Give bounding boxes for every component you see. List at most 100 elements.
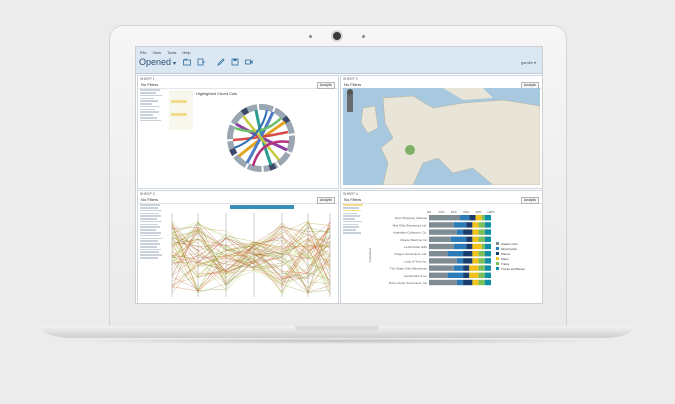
bar-segment[interactable] <box>484 258 491 264</box>
parallel-coordinates[interactable] <box>168 211 334 299</box>
menu-tools[interactable]: Tools <box>167 50 177 55</box>
parallel-line <box>171 242 331 295</box>
bar-segment[interactable] <box>429 243 454 250</box>
analytic-select[interactable]: Analytic <box>521 197 539 204</box>
parallel-line <box>171 226 331 291</box>
field-tree[interactable] <box>140 203 164 301</box>
bar-segment[interactable] <box>469 215 476 221</box>
field-list[interactable] <box>169 90 193 130</box>
bar-segment[interactable] <box>466 222 473 228</box>
europe-map[interactable] <box>343 88 540 185</box>
bar-segment[interactable] <box>484 229 491 235</box>
stacked-bar-chart[interactable]: 0% 20% 40% 60% 80% 100% Customers Euro Shopping… <box>367 207 539 299</box>
bar-segment[interactable] <box>484 243 491 250</box>
parallel-line <box>171 229 331 282</box>
bar-segment[interactable] <box>453 265 464 271</box>
bar-segment[interactable] <box>478 222 485 228</box>
export-icon[interactable] <box>197 58 205 66</box>
bar-segment[interactable] <box>429 222 454 228</box>
bar-segment[interactable] <box>429 265 454 271</box>
parallel-line <box>171 226 331 292</box>
bar-segment[interactable] <box>429 229 457 235</box>
bar-segment[interactable] <box>472 229 479 235</box>
bar-segment[interactable] <box>429 279 457 286</box>
bar-segment[interactable] <box>478 251 485 257</box>
analytic-select[interactable]: Analytic <box>317 197 335 204</box>
filter-label[interactable]: No Filters <box>344 197 362 202</box>
dashboard-title: Opened <box>139 57 172 67</box>
bar-segment[interactable] <box>429 258 457 264</box>
bar-segment[interactable] <box>481 243 485 250</box>
bar-segment[interactable] <box>469 272 479 278</box>
bar-segment[interactable] <box>453 243 467 250</box>
bar-segment[interactable] <box>450 236 467 242</box>
bar-segment[interactable] <box>447 251 464 257</box>
field-tree[interactable] <box>343 203 365 301</box>
pencil-icon[interactable] <box>217 58 225 66</box>
bar-segment[interactable] <box>460 215 470 221</box>
bar-segment[interactable] <box>478 279 485 286</box>
panel-title: SHEEP 3 <box>140 192 155 196</box>
bar-segment[interactable] <box>478 265 485 271</box>
bar-segment[interactable] <box>484 236 491 242</box>
selected-field[interactable] <box>171 113 187 116</box>
menu-bar: File View Tools Help <box>140 50 191 55</box>
bar-segment[interactable] <box>463 258 473 264</box>
bar-segment[interactable] <box>484 272 491 278</box>
menu-view[interactable]: View <box>152 50 162 55</box>
bar-segment[interactable] <box>472 251 479 257</box>
opened-dropdown[interactable]: Opened ▾ <box>139 57 176 67</box>
bar-segment[interactable] <box>478 229 485 235</box>
bar-segment[interactable] <box>466 243 473 250</box>
bar-segment[interactable] <box>484 222 491 228</box>
bar-segment[interactable] <box>456 279 464 286</box>
legend-item: Trucks and Buses <box>501 267 525 271</box>
menu-file[interactable]: File <box>140 50 147 55</box>
analytic-select[interactable]: Analytic <box>317 82 335 89</box>
bar-segment[interactable] <box>478 236 485 242</box>
chord-diagram[interactable] <box>224 96 298 180</box>
bar-segment[interactable] <box>453 222 467 228</box>
bar-segment[interactable] <box>484 215 491 221</box>
bar-segment[interactable] <box>478 258 485 264</box>
user-menu[interactable]: gsmith ▾ <box>521 60 536 65</box>
bar-segment[interactable] <box>463 251 473 257</box>
bar-segment[interactable] <box>447 272 464 278</box>
bar-segment[interactable] <box>429 236 451 242</box>
bar-segment[interactable] <box>484 279 491 286</box>
x-tick-label: 20% <box>438 210 444 214</box>
new-folder-icon[interactable] <box>183 58 191 66</box>
bar-segment[interactable] <box>429 251 448 257</box>
bar-segment[interactable] <box>469 265 479 271</box>
legend-swatch <box>496 267 499 270</box>
bar-segment[interactable] <box>484 265 491 271</box>
bar-segment[interactable] <box>484 251 491 257</box>
bar-segment[interactable] <box>456 229 464 235</box>
filter-label[interactable]: No Filters <box>141 82 159 87</box>
bar-segment[interactable] <box>472 279 479 286</box>
save-icon[interactable] <box>231 58 239 66</box>
bar-segment[interactable] <box>472 222 479 228</box>
filter-label[interactable]: No Filters <box>344 82 362 87</box>
bar-segment[interactable] <box>481 215 485 221</box>
bar-segment[interactable] <box>429 272 448 278</box>
bar-segment[interactable] <box>472 258 479 264</box>
bar-segment[interactable] <box>463 229 473 235</box>
bar-segment[interactable] <box>429 215 460 221</box>
bar-segment[interactable] <box>463 279 473 286</box>
bar-segment[interactable] <box>472 236 479 242</box>
bar-segment[interactable] <box>456 258 464 264</box>
bar-segment[interactable] <box>475 215 482 221</box>
bar-segment[interactable] <box>463 265 470 271</box>
field-tree[interactable] <box>140 88 168 186</box>
filter-label[interactable]: No Filters <box>141 197 159 202</box>
share-icon[interactable] <box>245 58 253 66</box>
parallel-line <box>171 222 331 288</box>
selected-field[interactable] <box>171 100 187 103</box>
menu-help[interactable]: Help <box>182 50 191 55</box>
bar-segment[interactable] <box>472 243 482 250</box>
parallel-line <box>171 220 331 284</box>
bar-segment[interactable] <box>463 272 470 278</box>
bar-segment[interactable] <box>466 236 473 242</box>
bar-segment[interactable] <box>478 272 485 278</box>
